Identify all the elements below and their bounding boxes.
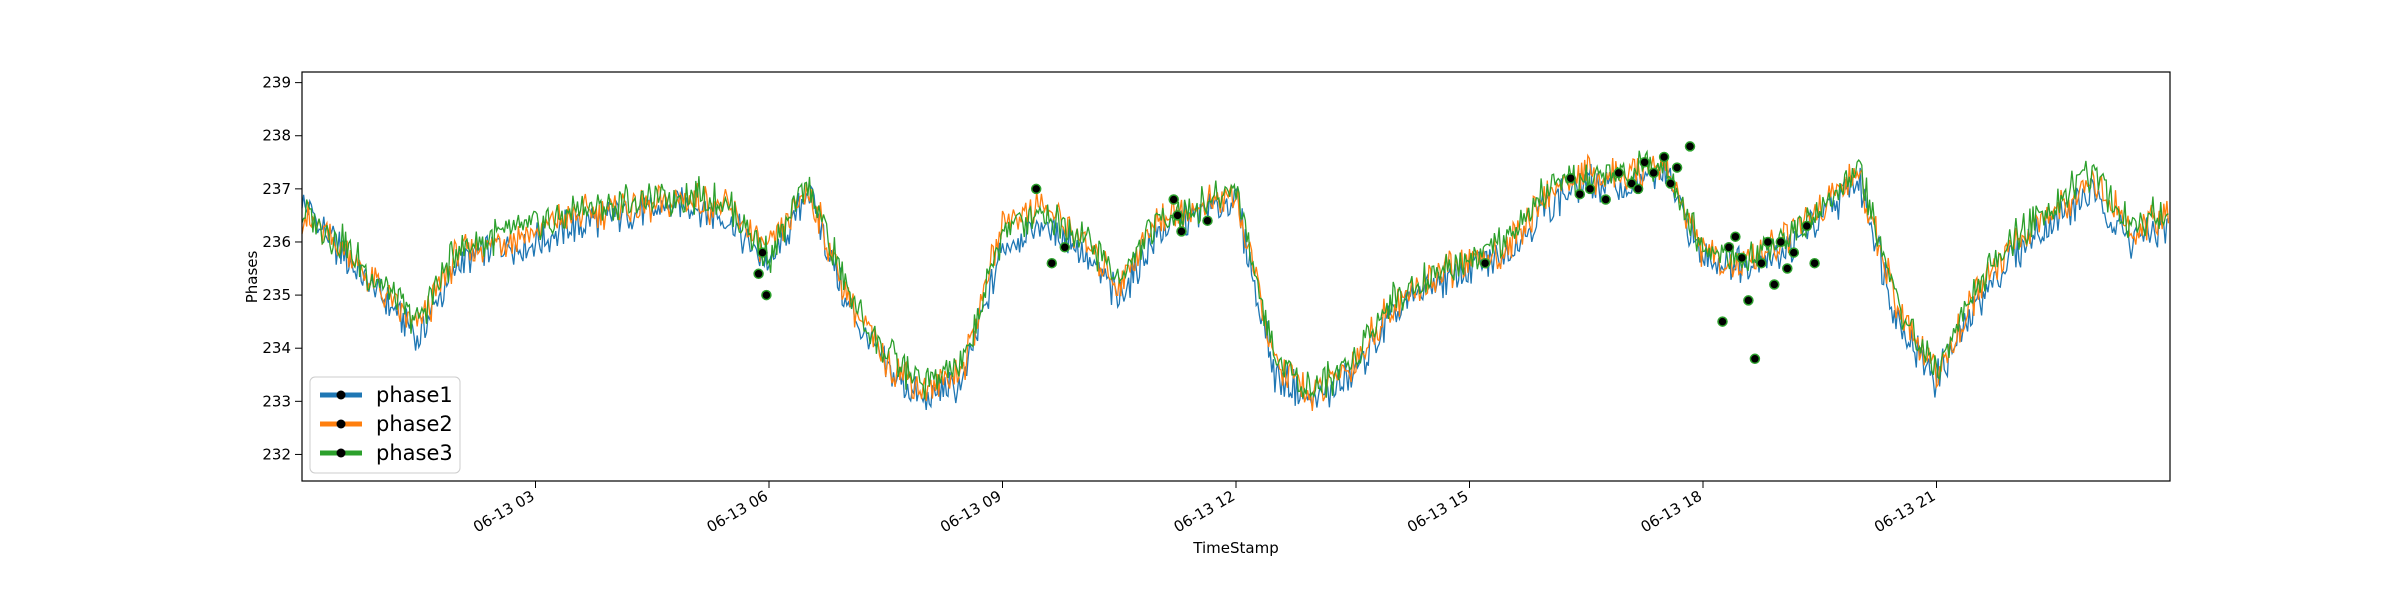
legend: phase1 phase2 phase3 [309, 376, 461, 474]
y-axis-label: Phases [243, 251, 261, 304]
data-marker [1769, 279, 1780, 290]
marker-layer [753, 141, 1820, 365]
x-tick-label: 06-13 06 [704, 487, 771, 536]
data-marker [1574, 188, 1586, 200]
data-marker [1059, 242, 1071, 253]
data-marker [761, 289, 772, 301]
data-marker [1775, 236, 1787, 248]
legend-box [309, 376, 461, 474]
data-marker [1632, 183, 1644, 195]
x-tick-label: 06-13 18 [1638, 487, 1705, 536]
legend-label-phase1: phase1 [376, 383, 453, 407]
x-tick-label: 06-13 15 [1404, 487, 1471, 536]
data-marker [1782, 263, 1793, 274]
data-marker [757, 247, 768, 258]
data-marker [1176, 226, 1187, 237]
data-marker [1584, 183, 1596, 195]
y-axis: 232 233 234 235 236 237 238 239 [262, 74, 302, 463]
legend-marker-phase1 [336, 390, 346, 400]
legend-marker-phase2 [336, 419, 346, 429]
x-axis: 06-13 03 06-13 06 06-13 09 06-13 12 06-13 15… [470, 481, 1939, 536]
data-marker [1172, 210, 1183, 221]
data-marker [1736, 252, 1748, 264]
data-marker [1730, 231, 1741, 242]
data-marker [1723, 242, 1735, 253]
data-marker [1168, 194, 1179, 205]
data-marker [1046, 257, 1058, 269]
x-tick-label: 06-13 21 [1871, 487, 1938, 536]
data-marker [1743, 295, 1754, 306]
data-marker [1658, 151, 1670, 163]
phase2-line [301, 153, 2170, 411]
x-tick-label: 06-13 09 [937, 487, 1004, 536]
data-marker [1613, 167, 1624, 179]
x-axis-label: TimeStamp [1192, 539, 1278, 557]
data-marker [1756, 257, 1767, 269]
data-marker [1565, 172, 1576, 184]
legend-label-phase2: phase2 [376, 412, 453, 436]
y-tick-label: 234 [262, 339, 291, 357]
data-marker [1648, 167, 1659, 179]
y-tick-label: 232 [262, 445, 291, 463]
data-marker [1749, 353, 1761, 365]
data-marker [1762, 236, 1774, 248]
x-tick-label: 06-13 12 [1171, 487, 1238, 536]
data-marker [1202, 215, 1213, 226]
x-tick-label: 06-13 03 [470, 487, 537, 536]
y-tick-label: 233 [262, 392, 291, 410]
y-tick-label: 238 [262, 127, 291, 145]
data-marker [1030, 183, 1042, 195]
data-marker [1671, 162, 1683, 173]
data-marker [1717, 316, 1728, 327]
y-tick-label: 237 [262, 180, 291, 198]
data-marker [1684, 141, 1696, 152]
data-marker [1479, 257, 1491, 269]
y-tick-label: 235 [262, 286, 291, 304]
legend-label-phase3: phase3 [376, 441, 453, 465]
y-tick-label: 236 [262, 233, 291, 251]
data-marker [753, 268, 764, 280]
data-marker [1788, 247, 1800, 258]
data-marker [1639, 157, 1650, 168]
data-marker [1801, 220, 1813, 232]
data-marker [1809, 257, 1820, 269]
legend-marker-phase3 [336, 448, 346, 458]
data-marker [1665, 178, 1676, 189]
data-marker [1600, 194, 1611, 205]
plot-area [302, 72, 2170, 481]
series-layer [301, 149, 2170, 411]
phase3-line [301, 149, 2169, 400]
y-tick-label: 239 [262, 74, 291, 92]
